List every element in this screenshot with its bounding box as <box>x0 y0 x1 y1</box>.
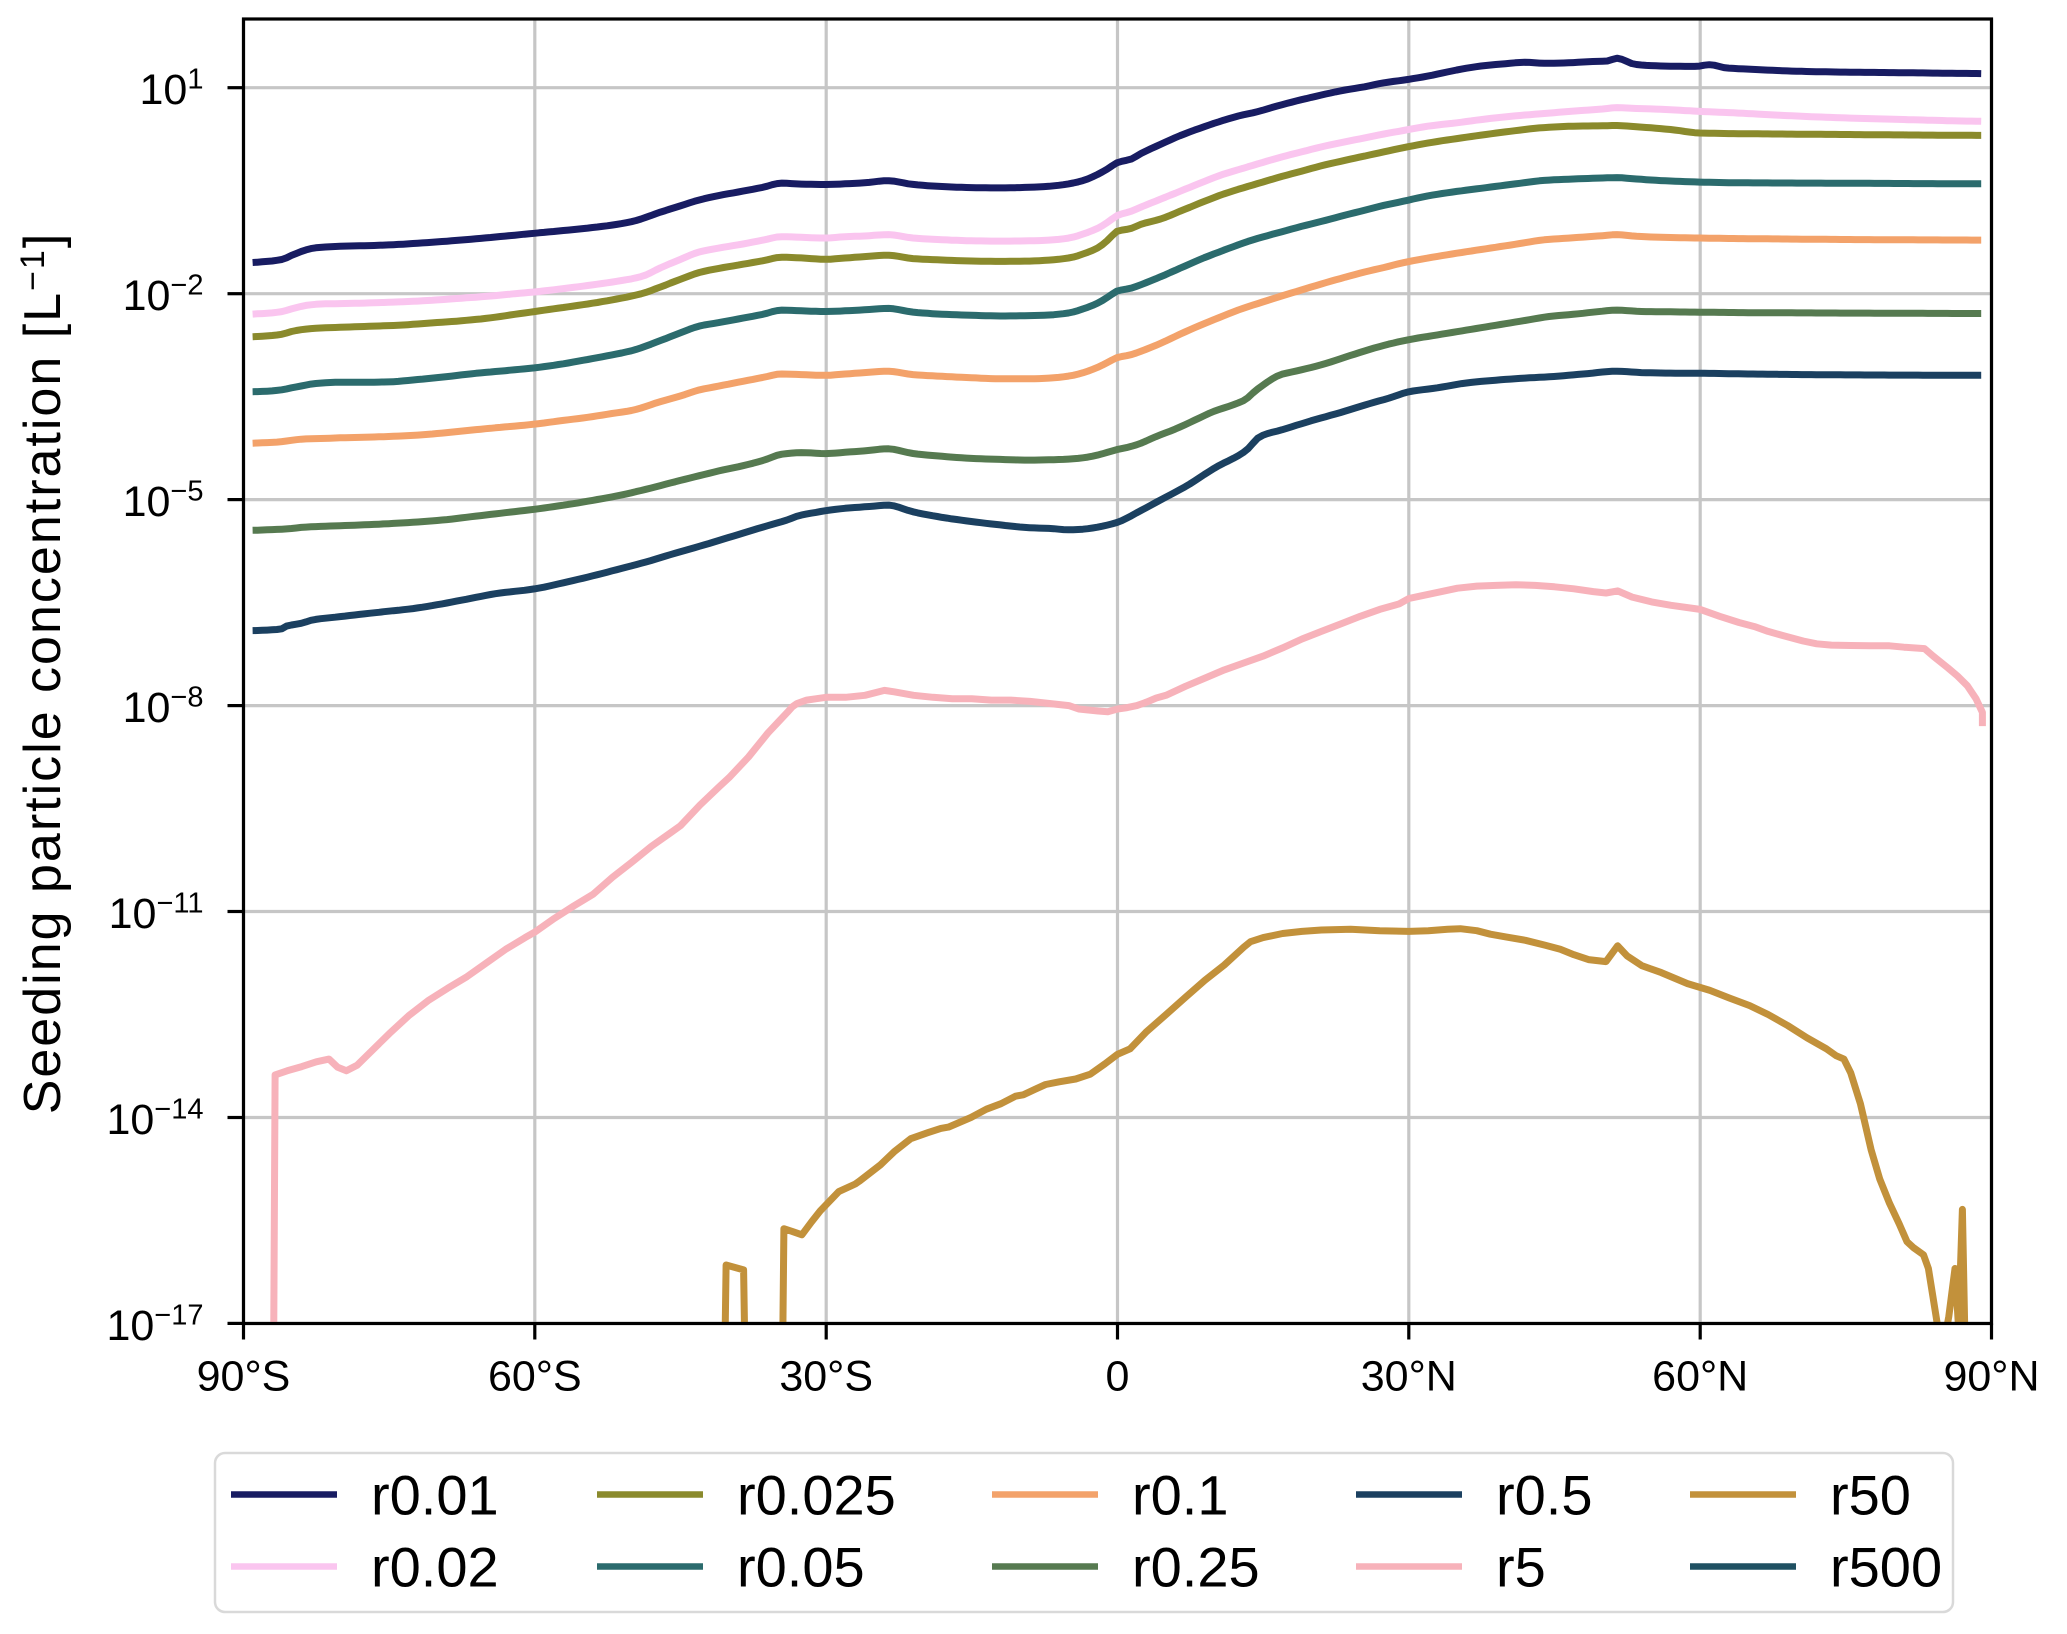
svg-text:r5: r5 <box>1496 1536 1546 1599</box>
svg-text:r0.05: r0.05 <box>737 1536 865 1599</box>
svg-text:30°S: 30°S <box>779 1353 873 1401</box>
svg-text:10−2: 10−2 <box>123 270 204 321</box>
svg-text:60°S: 60°S <box>488 1353 582 1401</box>
svg-text:r0.02: r0.02 <box>371 1536 499 1599</box>
svg-text:r0.25: r0.25 <box>1132 1536 1260 1599</box>
svg-text:10−8: 10−8 <box>123 682 204 733</box>
svg-text:r500: r500 <box>1830 1536 1942 1599</box>
svg-text:r0.01: r0.01 <box>371 1464 499 1527</box>
svg-text:r0.1: r0.1 <box>1132 1464 1229 1527</box>
svg-text:90°S: 90°S <box>197 1353 291 1401</box>
svg-text:60°N: 60°N <box>1652 1353 1748 1401</box>
svg-text:r50: r50 <box>1830 1464 1911 1527</box>
svg-text:r0.025: r0.025 <box>737 1464 896 1527</box>
svg-text:30°N: 30°N <box>1361 1353 1457 1401</box>
svg-text:10−5: 10−5 <box>123 476 204 526</box>
svg-text:90°N: 90°N <box>1943 1353 2039 1401</box>
svg-text:10−17: 10−17 <box>106 1299 203 1350</box>
svg-text:101: 101 <box>140 64 204 115</box>
svg-text:0: 0 <box>1106 1353 1130 1401</box>
svg-text:10−14: 10−14 <box>106 1094 203 1145</box>
svg-text:Seeding particle concentration: Seeding particle concentration [L−1] <box>14 232 72 1115</box>
svg-text:r0.5: r0.5 <box>1496 1464 1593 1527</box>
svg-text:10−11: 10−11 <box>109 888 204 939</box>
